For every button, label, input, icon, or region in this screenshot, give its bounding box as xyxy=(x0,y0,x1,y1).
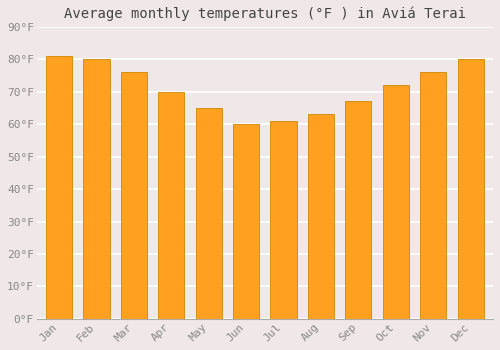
Bar xyxy=(346,102,372,319)
Bar xyxy=(84,59,110,319)
Bar xyxy=(420,72,446,319)
Bar xyxy=(458,59,483,319)
Bar xyxy=(382,85,409,319)
Bar xyxy=(233,124,260,319)
Bar xyxy=(121,72,147,319)
Bar xyxy=(308,114,334,319)
Bar xyxy=(158,92,184,319)
Bar xyxy=(270,121,296,319)
Bar xyxy=(46,56,72,319)
Bar xyxy=(196,108,222,319)
Title: Average monthly temperatures (°F ) in Aviá Terai: Average monthly temperatures (°F ) in Av… xyxy=(64,7,466,21)
